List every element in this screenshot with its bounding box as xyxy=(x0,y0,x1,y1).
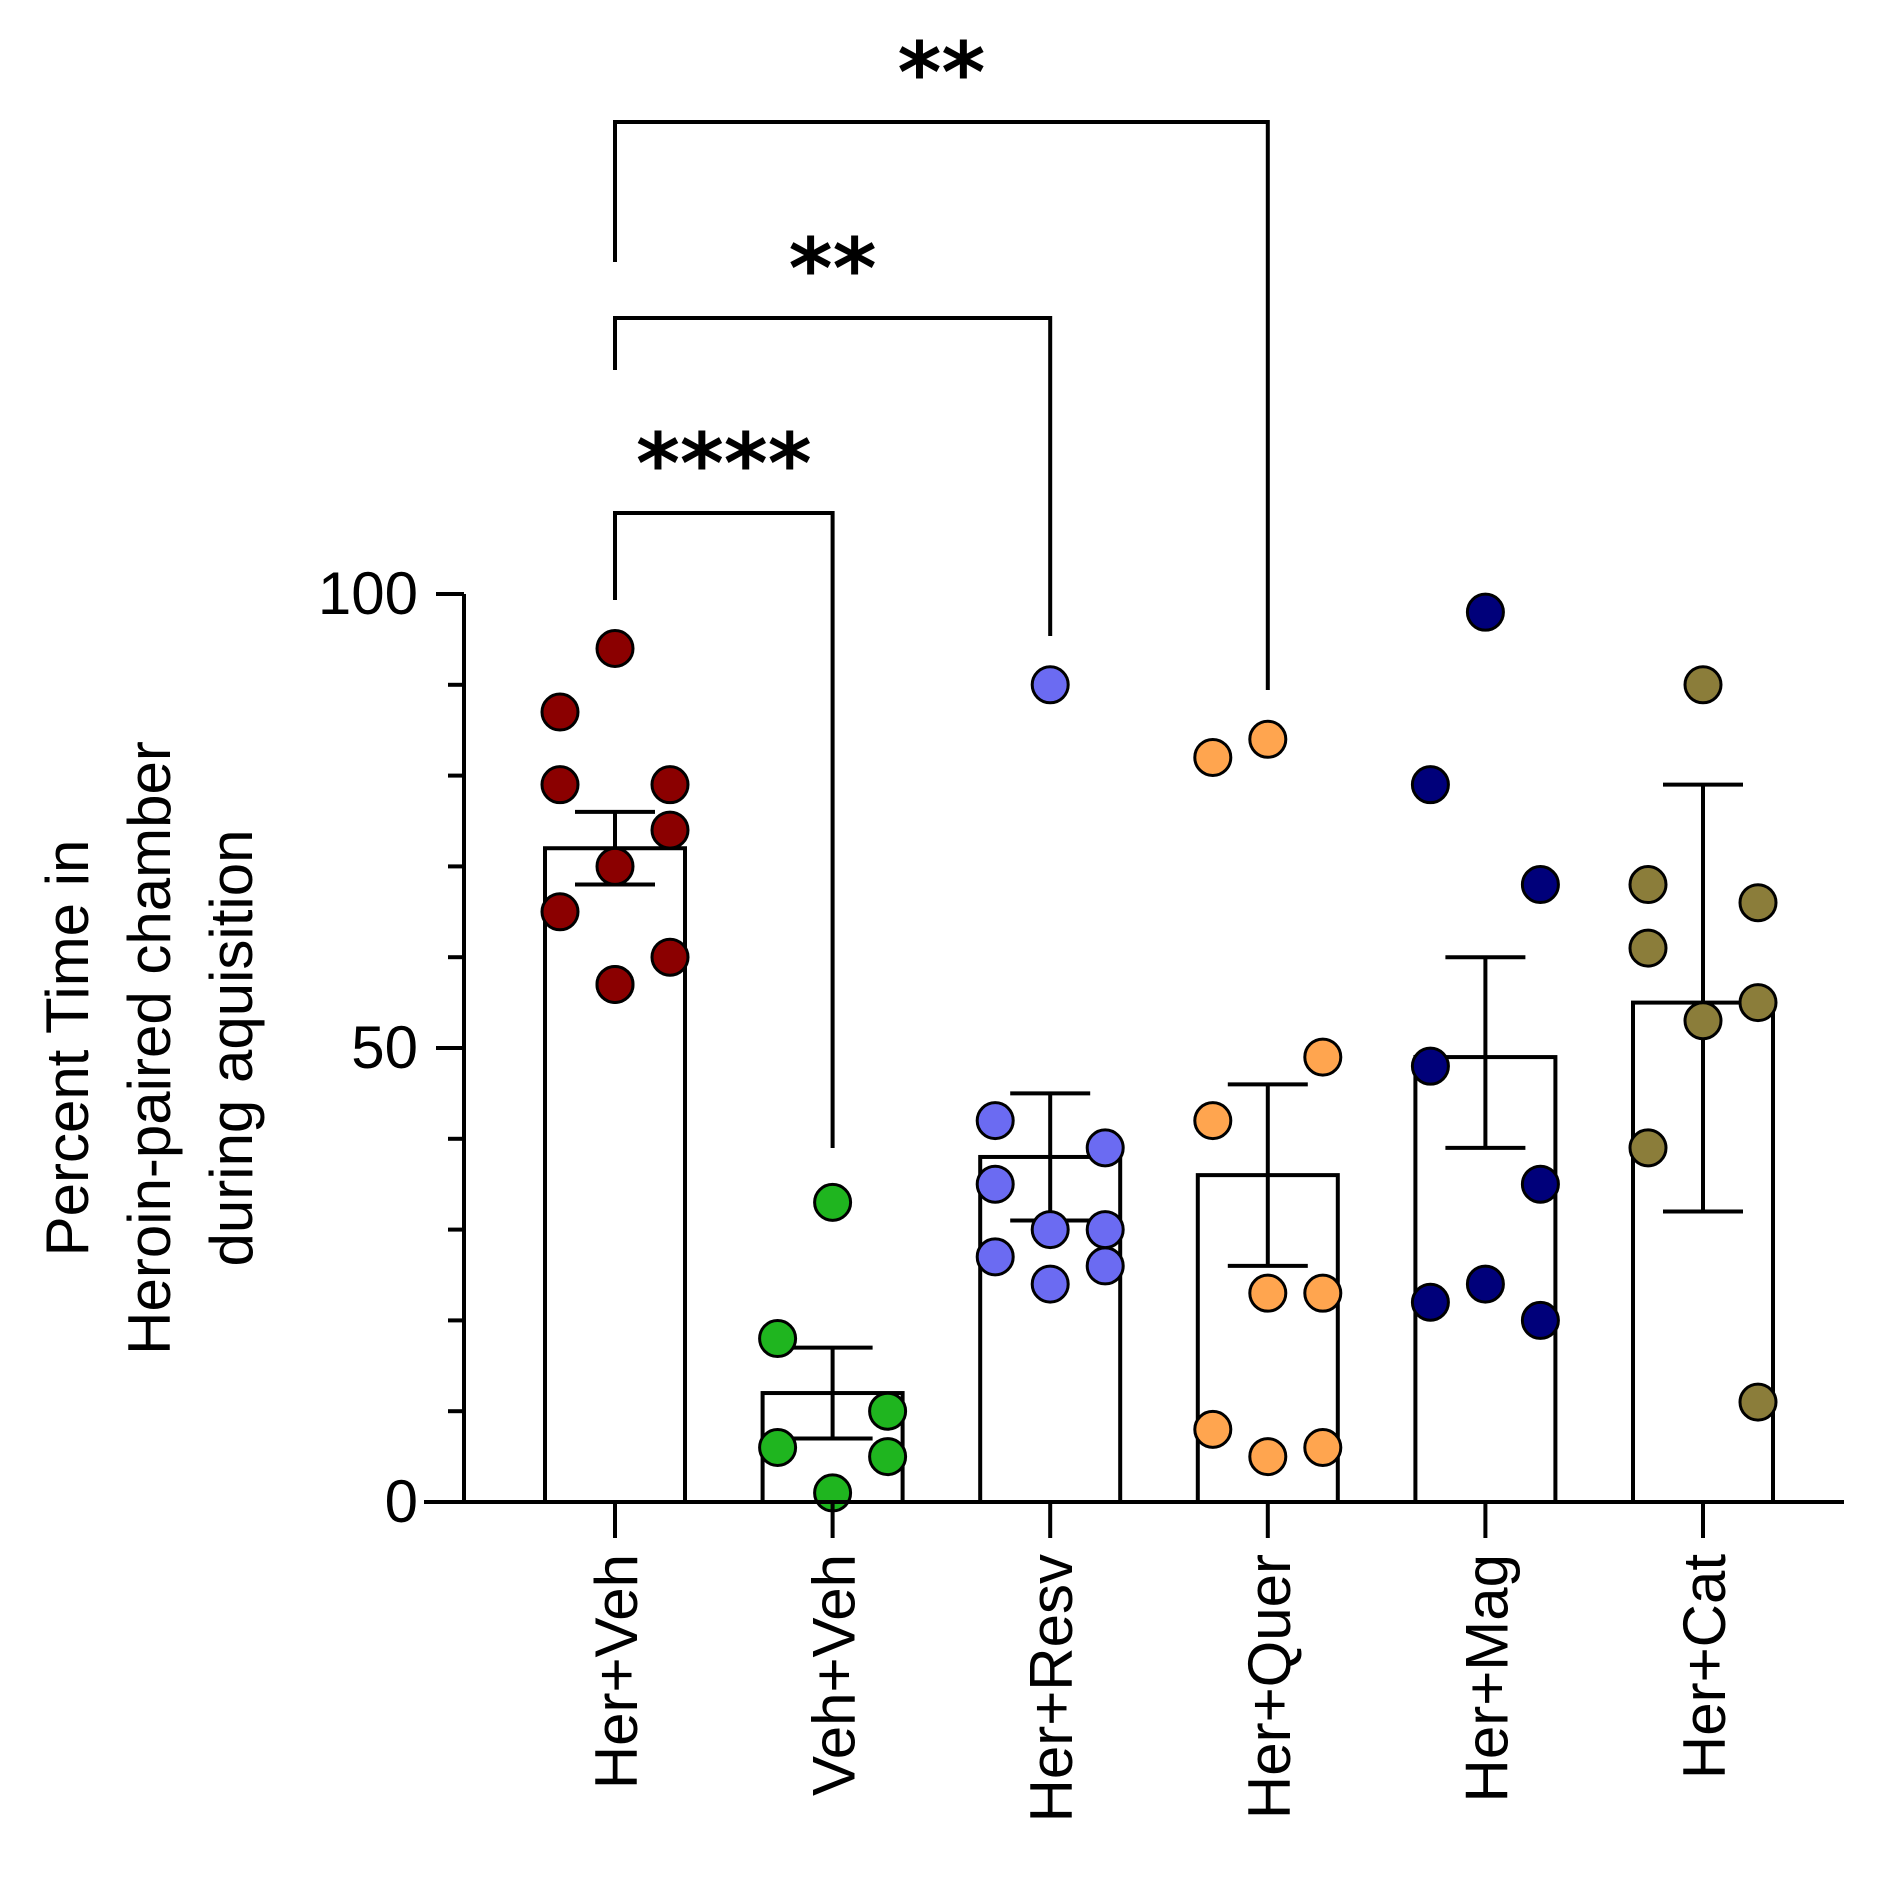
point-her-cat-4 xyxy=(1738,983,1778,1023)
point-her-mag-7 xyxy=(1410,1282,1450,1322)
point-her-quer-6 xyxy=(1193,1409,1233,1449)
point-her-mag-0 xyxy=(1465,592,1505,632)
point-her-veh-2 xyxy=(650,765,690,805)
point-her-quer-7 xyxy=(1303,1428,1343,1468)
x-tick-label-her-veh: Her+Veh xyxy=(583,1554,650,1789)
point-her-cat-3 xyxy=(1628,928,1668,968)
point-her-quer-0 xyxy=(1248,719,1288,759)
y-ticks: 0 50 100 xyxy=(318,560,464,1535)
significance-brackets: ******** xyxy=(613,24,1270,1148)
y-axis-label-line-2: Heroin-paired chamber xyxy=(116,741,183,1355)
point-her-resv-3 xyxy=(975,1164,1015,1204)
y-axis-label-line-1: Percent Time in xyxy=(34,840,101,1257)
point-her-cat-0 xyxy=(1683,665,1723,705)
point-her-quer-1 xyxy=(1193,737,1233,777)
point-her-veh-3 xyxy=(540,765,580,805)
point-her-resv-0 xyxy=(1030,665,1070,705)
point-her-quer-5 xyxy=(1248,1273,1288,1313)
x-tick-label-her-mag: Her+Mag xyxy=(1453,1554,1520,1802)
x-tick-label-veh-veh: Veh+Veh xyxy=(801,1554,868,1796)
point-her-quer-4 xyxy=(1303,1273,1343,1313)
bracket-her-veh-vs-her-resv xyxy=(613,316,1053,636)
point-her-cat-5 xyxy=(1683,1001,1723,1041)
point-her-veh-9 xyxy=(595,964,635,1004)
bars xyxy=(543,846,1775,1505)
data-points xyxy=(540,592,1778,1513)
point-her-mag-5 xyxy=(1465,1264,1505,1304)
point-her-veh-7 xyxy=(650,937,690,977)
point-her-mag-2 xyxy=(1520,865,1560,905)
point-veh-veh-0 xyxy=(813,1182,853,1222)
point-her-resv-7 xyxy=(1085,1246,1125,1286)
point-her-resv-1 xyxy=(975,1101,1015,1141)
y-tick-label-100: 100 xyxy=(318,560,418,627)
point-her-veh-4 xyxy=(650,810,690,850)
point-her-mag-4 xyxy=(1520,1164,1560,1204)
x-tick-label-her-resv: Her+Resv xyxy=(1018,1554,1085,1822)
point-her-resv-4 xyxy=(1085,1210,1125,1250)
point-veh-veh-4 xyxy=(868,1437,908,1477)
y-axis-label-line-3: during aquisition xyxy=(198,830,265,1267)
point-her-quer-3 xyxy=(1193,1101,1233,1141)
point-her-resv-8 xyxy=(1030,1264,1070,1304)
significance-label-her-veh-vs-her-resv: ** xyxy=(789,220,877,318)
point-veh-veh-1 xyxy=(758,1319,798,1359)
point-her-cat-1 xyxy=(1628,865,1668,905)
y-tick-label-50: 50 xyxy=(351,1014,418,1081)
point-her-veh-6 xyxy=(540,892,580,932)
point-her-cat-2 xyxy=(1738,883,1778,923)
point-her-quer-8 xyxy=(1248,1437,1288,1477)
bracket-her-veh-vs-her-quer xyxy=(613,120,1270,690)
point-her-resv-6 xyxy=(975,1237,1015,1277)
point-veh-veh-3 xyxy=(758,1428,798,1468)
point-her-resv-5 xyxy=(1030,1210,1070,1250)
significance-label-her-veh-vs-veh-veh: **** xyxy=(636,415,812,513)
point-her-veh-5 xyxy=(595,846,635,886)
x-tick-labels: Her+Veh Veh+Veh Her+Resv Her+Quer Her+Mag Her… xyxy=(583,1502,1738,1822)
point-her-resv-2 xyxy=(1085,1128,1125,1168)
point-her-cat-6 xyxy=(1628,1128,1668,1168)
significance-label-her-veh-vs-her-quer: ** xyxy=(897,24,985,122)
error-bars xyxy=(575,782,1743,1441)
point-her-cat-7 xyxy=(1738,1382,1778,1422)
x-tick-label-her-quer: Her+Quer xyxy=(1236,1554,1303,1819)
y-tick-label-0: 0 xyxy=(385,1468,418,1535)
point-veh-veh-2 xyxy=(868,1391,908,1431)
bracket-her-veh-vs-veh-veh xyxy=(613,511,835,1148)
x-tick-label-her-cat: Her+Cat xyxy=(1671,1554,1738,1779)
point-her-quer-2 xyxy=(1303,1037,1343,1077)
point-her-mag-3 xyxy=(1410,1046,1450,1086)
point-her-veh-0 xyxy=(595,628,635,668)
point-her-veh-1 xyxy=(540,692,580,732)
point-her-mag-1 xyxy=(1410,765,1450,805)
point-her-mag-6 xyxy=(1520,1300,1560,1340)
